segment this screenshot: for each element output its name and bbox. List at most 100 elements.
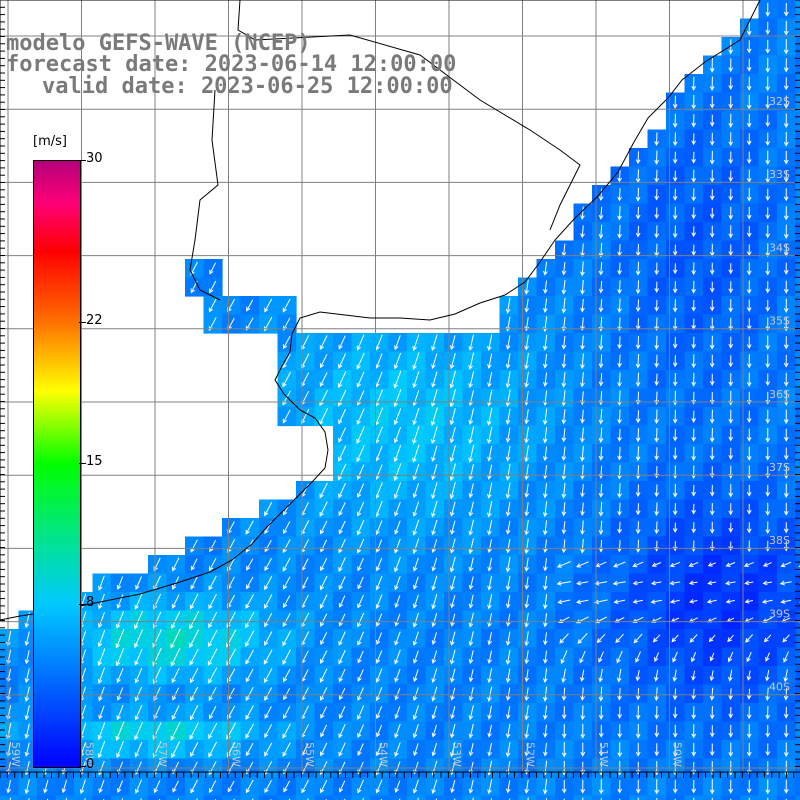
wind-arrow (525, 687, 529, 701)
wind-arrowhead (598, 696, 604, 702)
wind-arrow (301, 539, 310, 553)
wind-arrowhead (635, 270, 641, 276)
wind-arrowhead (745, 637, 750, 643)
wind-arrow (376, 520, 383, 535)
colorbar-tick-mark (79, 321, 86, 323)
wind-arrowhead (98, 788, 103, 794)
wind-arrowhead (691, 788, 697, 794)
wind-arrow (413, 669, 419, 682)
wind-arrow (689, 634, 698, 643)
wind-arrowhead (669, 599, 675, 604)
wind-arrowhead (635, 510, 641, 516)
wind-arrowhead (319, 493, 324, 499)
wind-arrowhead (783, 308, 789, 313)
wind-arrowhead (394, 659, 399, 665)
wind-arrow (507, 353, 511, 368)
wind-arrow (507, 706, 511, 719)
wind-arrow (507, 501, 511, 516)
speed-cell (795, 795, 800, 800)
wind-arrowhead (691, 122, 697, 128)
wind-arrowhead (783, 752, 789, 758)
wind-arrow (544, 558, 547, 571)
wind-arrowhead (691, 509, 697, 515)
wind-arrow (488, 389, 493, 406)
wind-arrow (507, 613, 511, 626)
speed-cell (203, 795, 223, 800)
wind-arrowhead (394, 548, 399, 554)
wind-arrowhead (97, 642, 103, 648)
wind-arrowhead (227, 603, 232, 609)
wind-arrowhead (468, 475, 473, 481)
wind-arrowhead (394, 511, 399, 517)
wind-arrow (525, 371, 529, 387)
wind-arrow (339, 706, 346, 719)
wind-arrowhead (744, 580, 750, 586)
wind-arrowhead (691, 769, 697, 775)
wind-arrow (525, 723, 529, 738)
wind-arrowhead (282, 566, 287, 572)
wind-arrow (451, 631, 456, 646)
wind-arrowhead (468, 383, 473, 389)
wind-arrow (581, 372, 584, 387)
wind-arrow (301, 353, 310, 369)
wind-arrow (432, 613, 438, 627)
wind-arrowhead (580, 548, 585, 554)
wind-arrowhead (450, 529, 455, 535)
wind-arrow (544, 650, 547, 663)
wind-arrowhead (672, 233, 678, 239)
wind-arrow (656, 225, 658, 238)
wind-arrowhead (746, 363, 752, 369)
wind-arrowhead (431, 604, 436, 610)
wind-arrowhead (672, 528, 678, 534)
wind-arrowhead (412, 603, 418, 609)
wind-arrowhead (450, 733, 455, 739)
wind-arrow (746, 651, 752, 662)
wind-arrowhead (152, 679, 158, 685)
speed-cell (92, 795, 112, 800)
wind-arrowhead (765, 529, 771, 535)
wind-arrow (357, 334, 365, 350)
wind-arrow (488, 650, 492, 663)
wind-arrowhead (412, 530, 418, 536)
wind-arrow (525, 705, 529, 720)
wind-arrowhead (783, 270, 789, 275)
wind-arrowhead (245, 788, 250, 794)
wind-arrowhead (654, 492, 660, 498)
wind-arrowhead (97, 661, 103, 667)
wind-arrowhead (450, 548, 455, 554)
wind-arrowhead (338, 529, 343, 535)
wind-arrowhead (691, 418, 697, 423)
wind-arrow (357, 650, 364, 663)
speed-cell (555, 795, 575, 800)
wind-arrowhead (728, 288, 734, 294)
wind-arrowhead (783, 104, 789, 109)
wind-arrow (651, 581, 662, 585)
wind-arrowhead (468, 364, 473, 370)
wind-arrow (339, 595, 346, 608)
wind-arrow (544, 427, 548, 443)
wind-arrowhead (672, 713, 678, 719)
wind-arrowhead (708, 637, 714, 643)
wind-arrow (282, 298, 291, 312)
longitude-label: 50W (671, 742, 684, 767)
wind-arrowhead (580, 233, 585, 239)
wind-arrowhead (765, 789, 771, 795)
wind-arrow (282, 742, 291, 757)
wind-arrow (7, 779, 11, 793)
wind-arrowhead (765, 656, 770, 662)
speed-cell (795, 444, 800, 464)
wind-arrow (544, 520, 548, 535)
wind-arrowhead (691, 675, 696, 681)
wind-arrow (525, 334, 529, 350)
wind-arrowhead (505, 456, 511, 462)
wind-arrow (301, 687, 309, 701)
wind-arrowhead (505, 401, 511, 407)
wind-arrowhead (765, 214, 771, 220)
wind-arrowhead (116, 584, 122, 590)
speed-cell (795, 518, 800, 538)
wind-arrow (633, 561, 644, 567)
wind-arrowhead (450, 585, 455, 591)
wind-arrow (618, 188, 621, 201)
wind-arrowhead (598, 492, 604, 498)
wind-arrow (637, 484, 639, 497)
